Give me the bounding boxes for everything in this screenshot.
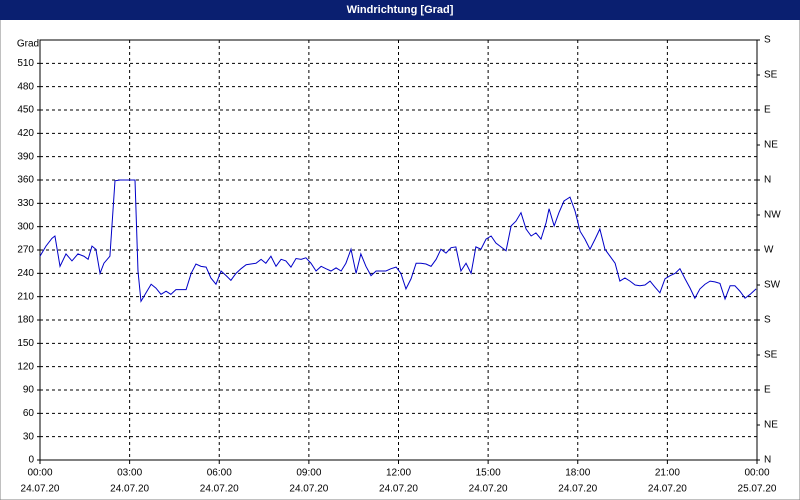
y-tick-label: 300: [17, 221, 34, 232]
y2-tick-label: E: [764, 105, 771, 116]
y-tick-label: 210: [17, 291, 34, 302]
y-tick-label: 510: [17, 58, 34, 69]
y2-tick-label: E: [764, 385, 771, 396]
y2-tick-label: S: [764, 35, 771, 46]
y-tick-label: 0: [28, 455, 34, 466]
x-tick-label: 09:00: [296, 468, 321, 479]
y-axis-label: Grad: [17, 39, 39, 50]
y-tick-label: 450: [17, 105, 34, 116]
x-tick-date: 24.07.20: [289, 484, 328, 495]
y2-tick-label: NE: [764, 420, 778, 431]
x-tick-date: 24.07.20: [21, 484, 60, 495]
y-tick-label: 270: [17, 245, 34, 256]
x-tick-label: 00:00: [744, 468, 769, 479]
data-line: [39, 179, 757, 303]
y2-tick-label: NW: [764, 210, 781, 221]
x-tick-date: 24.07.20: [110, 484, 149, 495]
y2-tick-label: W: [764, 245, 774, 256]
x-tick-date: 25.07.20: [738, 484, 777, 495]
x-tick-date: 24.07.20: [200, 484, 239, 495]
y-tick-label: 480: [17, 81, 34, 92]
y-tick-label: 120: [17, 361, 34, 372]
x-tick-label: 03:00: [117, 468, 142, 479]
y2-tick-label: N: [764, 455, 771, 466]
y-tick-label: 180: [17, 315, 34, 326]
x-tick-date: 24.07.20: [648, 484, 687, 495]
y-tick-label: 60: [23, 408, 35, 419]
y-tick-label: 30: [23, 431, 35, 442]
y-tick-label: 330: [17, 198, 34, 209]
x-tick-label: 00:00: [27, 468, 52, 479]
x-tick-date: 24.07.20: [469, 484, 508, 495]
x-tick-label: 12:00: [386, 468, 411, 479]
y2-tick-label: SE: [764, 70, 778, 81]
x-tick-label: 15:00: [476, 468, 501, 479]
x-tick-label: 06:00: [207, 468, 232, 479]
y-tick-label: 90: [23, 385, 35, 396]
x-tick-label: 21:00: [655, 468, 680, 479]
y2-tick-label: S: [764, 315, 771, 326]
y2-tick-label: SW: [764, 280, 781, 291]
y-tick-label: 360: [17, 175, 34, 186]
y-tick-label: 150: [17, 338, 34, 349]
chart-title: Windrichtung [Grad]: [347, 4, 454, 16]
x-tick-label: 18:00: [565, 468, 590, 479]
y-tick-label: 240: [17, 268, 34, 279]
x-tick-date: 24.07.20: [379, 484, 418, 495]
y2-tick-label: N: [764, 175, 771, 186]
y-tick-label: 420: [17, 128, 34, 139]
plot-frame: [39, 39, 758, 461]
x-tick-date: 24.07.20: [558, 484, 597, 495]
y-tick-label: 390: [17, 151, 34, 162]
y2-tick-label: NE: [764, 140, 778, 151]
title-bar: [0, 0, 800, 20]
y2-tick-label: SE: [764, 350, 778, 361]
